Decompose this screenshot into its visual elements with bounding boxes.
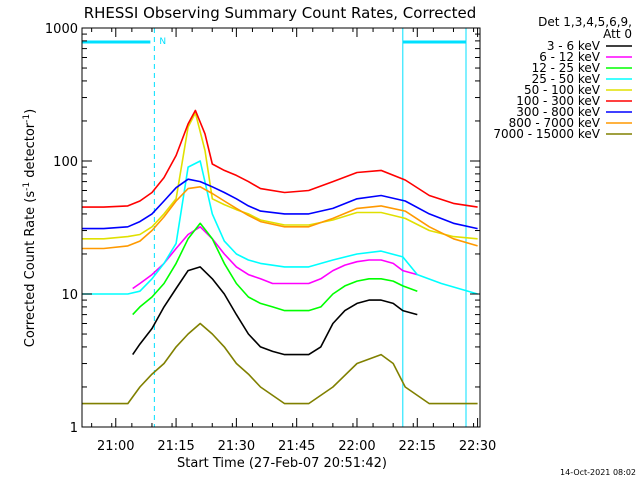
legend-label-8: 7000 - 15000 keV: [493, 127, 600, 141]
legend-header-2: Att 0: [603, 27, 632, 41]
plot-area: N: [81, 28, 478, 427]
y-tick-label-1: 10: [61, 288, 78, 303]
axes: 1 10 100 1000 21:00 21:15 21:30 21:45 22:00 22:15…: [45, 22, 496, 454]
y-tick-label-0: 1: [70, 421, 78, 436]
x-tick-label-1: 21:15: [157, 439, 194, 454]
legend-label-4: 50 - 100 keV: [524, 83, 601, 97]
x-tick-label-6: 22:30: [459, 439, 496, 454]
legend-label-2: 12 - 25 keV: [532, 61, 601, 75]
series-line-2: [132, 222, 418, 316]
x-tick-label-3: 21:45: [278, 439, 315, 454]
flag-label: N: [159, 37, 166, 47]
legend-label-3: 25 - 50 keV: [532, 72, 601, 86]
x-tick-label-4: 22:00: [338, 439, 375, 454]
x-tick-label-2: 21:30: [218, 439, 255, 454]
y-axis-label-main: Corrected Count Rate (s: [23, 191, 38, 348]
series-line-3: [82, 160, 478, 295]
series-line-4: [82, 112, 478, 240]
x-axis-label: Start Time (27-Feb-07 20:51:42): [177, 456, 387, 471]
plot-frame: [81, 27, 481, 428]
x-tick-label-0: 21:00: [97, 439, 134, 454]
legend-label-1: 6 - 12 keV: [539, 50, 601, 64]
y-axis-label: Corrected Count Rate (s-1 detector-1): [22, 109, 38, 347]
x-tick-label-5: 22:15: [399, 439, 436, 454]
y-axis-label-end: ): [23, 109, 38, 114]
y-axis-label-sup1: -1: [22, 182, 32, 191]
legend-label-6: 300 - 800 keV: [516, 105, 600, 119]
y-axis-label-sup2: -1: [22, 114, 32, 123]
legend-label-7: 800 - 7000 keV: [509, 116, 601, 130]
series-line-8: [82, 322, 478, 405]
series-line-7: [82, 186, 478, 250]
chart-title: RHESSI Observing Summary Count Rates, Co…: [84, 4, 477, 22]
y-tick-label-2: 100: [53, 155, 78, 170]
legend-label-5: 100 - 300 keV: [516, 94, 600, 108]
series-line-0: [132, 266, 418, 356]
y-tick-label-3: 1000: [45, 22, 78, 37]
footer-timestamp: 14-Oct-2021 08:02: [560, 468, 636, 477]
legend-header-1: Det 1,3,4,5,6,9,: [538, 15, 632, 29]
series-line-5: [82, 109, 478, 208]
y-axis-label-mid: detector: [23, 122, 38, 182]
series-line-1: [132, 226, 418, 290]
legend-label-0: 3 - 6 keV: [547, 39, 601, 53]
series-line-6: [82, 178, 478, 230]
